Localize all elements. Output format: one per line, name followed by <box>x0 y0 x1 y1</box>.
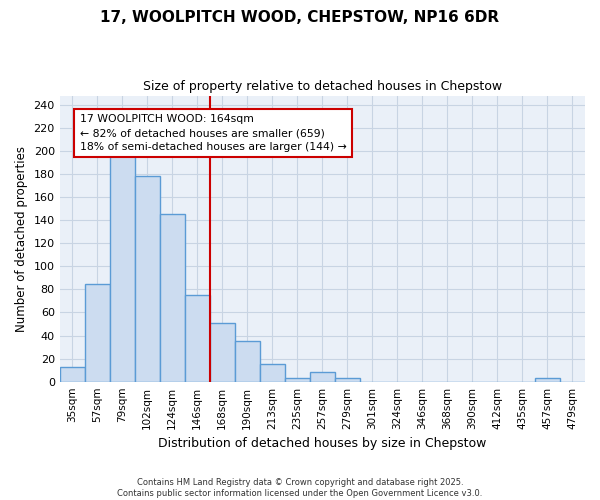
Bar <box>85 284 110 382</box>
Y-axis label: Number of detached properties: Number of detached properties <box>15 146 28 332</box>
Text: 17 WOOLPITCH WOOD: 164sqm
← 82% of detached houses are smaller (659)
18% of semi: 17 WOOLPITCH WOOD: 164sqm ← 82% of detac… <box>80 114 346 152</box>
Bar <box>210 323 235 382</box>
Bar <box>160 214 185 382</box>
Bar <box>59 366 85 382</box>
Bar <box>135 176 160 382</box>
X-axis label: Distribution of detached houses by size in Chepstow: Distribution of detached houses by size … <box>158 437 487 450</box>
Bar <box>285 378 310 382</box>
Bar <box>310 372 335 382</box>
Bar <box>535 378 560 382</box>
Text: Contains HM Land Registry data © Crown copyright and database right 2025.
Contai: Contains HM Land Registry data © Crown c… <box>118 478 482 498</box>
Bar <box>185 295 210 382</box>
Bar <box>235 342 260 382</box>
Title: Size of property relative to detached houses in Chepstow: Size of property relative to detached ho… <box>143 80 502 93</box>
Bar <box>110 154 135 382</box>
Bar <box>335 378 360 382</box>
Bar <box>260 364 285 382</box>
Text: 17, WOOLPITCH WOOD, CHEPSTOW, NP16 6DR: 17, WOOLPITCH WOOD, CHEPSTOW, NP16 6DR <box>100 10 500 25</box>
